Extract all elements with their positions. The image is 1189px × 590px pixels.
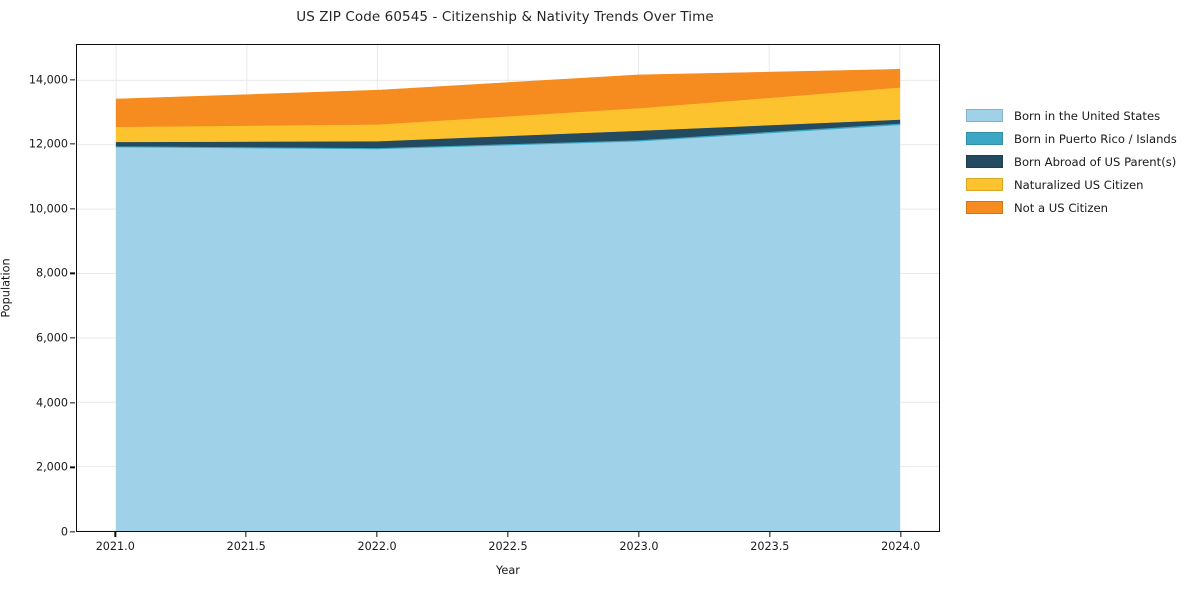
area-band xyxy=(115,124,901,531)
page-title: US ZIP Code 60545 - Citizenship & Nativi… xyxy=(296,9,714,25)
x-tick-mark xyxy=(769,532,771,537)
y-tick-mark xyxy=(70,466,75,469)
legend-item[interactable]: Naturalized US Citizen xyxy=(966,173,1184,196)
legend-item-label: Naturalized US Citizen xyxy=(1014,177,1144,192)
y-tick-label: 14,000 xyxy=(28,73,68,87)
legend-item-label: Born in Puerto Rico / Islands xyxy=(1014,131,1177,146)
x-tick-mark xyxy=(376,532,378,537)
legend-swatch-icon xyxy=(966,132,1003,145)
y-tick-mark xyxy=(70,531,75,533)
legend-swatch-icon xyxy=(966,201,1003,214)
y-tick-label: 6,000 xyxy=(35,331,68,345)
legend-swatch-icon xyxy=(966,109,1003,122)
y-tick-label: 0 xyxy=(60,525,68,539)
y-tick-label: 4,000 xyxy=(35,396,68,410)
y-tick-mark xyxy=(70,402,75,404)
legend-swatch-icon xyxy=(966,178,1003,191)
x-tick-mark xyxy=(245,532,247,537)
y-tick-label: 10,000 xyxy=(28,202,68,216)
y-tick-mark xyxy=(70,143,75,145)
x-tick-label: 2023.0 xyxy=(619,540,659,553)
legend-item-label: Born in the United States xyxy=(1014,108,1161,123)
x-tick-label: 2021.5 xyxy=(226,540,266,553)
plot-area xyxy=(76,44,940,532)
legend: Born in the United States Born in Puerto … xyxy=(966,104,1184,219)
x-tick-label: 2023.5 xyxy=(750,540,790,553)
stacked-area-series xyxy=(115,68,901,531)
y-tick-label: 2,000 xyxy=(35,460,68,474)
x-tick-label: 2024.0 xyxy=(881,540,921,553)
y-tick-label: 12,000 xyxy=(28,137,68,151)
x-tick-mark xyxy=(114,532,116,537)
legend-item-label: Born Abroad of US Parent(s) xyxy=(1014,154,1177,169)
legend-swatch-icon xyxy=(966,155,1003,168)
x-tick-label: 2022.0 xyxy=(357,540,397,553)
legend-item[interactable]: Born in the United States xyxy=(966,104,1184,127)
legend-item[interactable]: Born in Puerto Rico / Islands xyxy=(966,127,1184,150)
x-tick-mark xyxy=(900,532,902,537)
x-tick-label: 2021.0 xyxy=(95,540,135,553)
y-tick-mark xyxy=(70,208,75,210)
y-tick-mark xyxy=(70,78,75,81)
legend-item[interactable]: Born Abroad of US Parent(s) xyxy=(966,150,1184,173)
x-tick-label: 2022.5 xyxy=(488,540,528,553)
y-tick-label: 8,000 xyxy=(35,266,68,280)
x-tick-mark xyxy=(638,532,640,537)
legend-item[interactable]: Not a US Citizen xyxy=(966,196,1184,219)
y-tick-mark xyxy=(70,272,75,275)
plot-inner xyxy=(77,45,939,531)
y-tick-mark xyxy=(70,337,75,339)
x-tick-mark xyxy=(507,532,509,537)
x-axis-label: Year xyxy=(496,564,520,577)
legend-item-label: Not a US Citizen xyxy=(1014,200,1108,215)
area-band xyxy=(115,68,901,128)
